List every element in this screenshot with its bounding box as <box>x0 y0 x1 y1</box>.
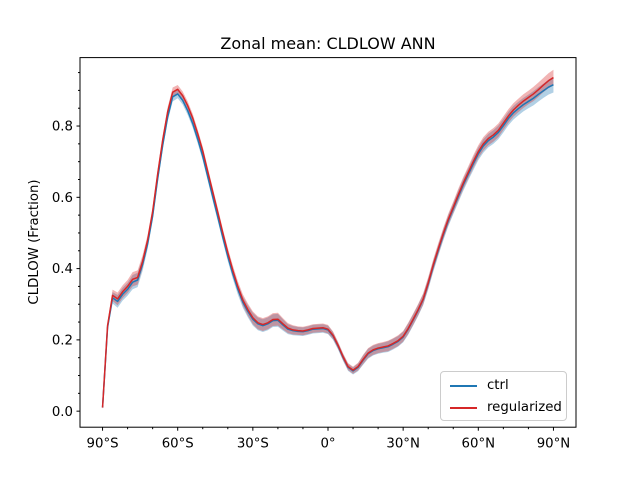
legend-label: regularized <box>487 400 562 415</box>
legend-item-ctrl: ctrl <box>450 375 559 397</box>
band-regularized <box>102 69 554 410</box>
y-axis-label: CLDLOW (Fraction) <box>27 179 42 305</box>
x-tick-label: 60°N <box>462 437 496 452</box>
x-tick-label: 90°S <box>87 437 119 452</box>
y-tick-label: 0.0 <box>52 405 73 420</box>
y-tick-label: 0.8 <box>52 120 73 135</box>
chart-title: Zonal mean: CLDLOW ANN <box>220 34 436 53</box>
legend-line-sample-ctrl <box>450 385 477 387</box>
uncertainty-bands <box>102 69 554 410</box>
y-tick-label: 0.4 <box>52 262 73 277</box>
axis-ticks <box>76 72 554 431</box>
x-tick-label: 0° <box>320 437 335 452</box>
legend: ctrl regularized <box>440 371 567 421</box>
x-tick-label: 30°S <box>237 437 269 452</box>
y-tick-label: 0.2 <box>52 333 73 348</box>
x-tick-label: 60°S <box>162 437 194 452</box>
legend-item-regularized: regularized <box>450 397 562 419</box>
band-ctrl <box>102 76 554 410</box>
x-tick-label: 30°N <box>386 437 420 452</box>
series-line-ctrl <box>101 84 554 408</box>
series-line-regularized <box>101 76 554 408</box>
y-tick-label: 0.6 <box>52 191 73 206</box>
tick-labels: 90°S 60°S 30°S 0° 30°N 60°N 90°N 0.0 0.2 0.4 0.6 0.… <box>52 120 570 452</box>
series-lines <box>101 76 554 408</box>
x-tick-label: 90°N <box>537 437 571 452</box>
legend-line-sample-regularized <box>450 407 477 409</box>
legend-label: ctrl <box>487 378 509 393</box>
